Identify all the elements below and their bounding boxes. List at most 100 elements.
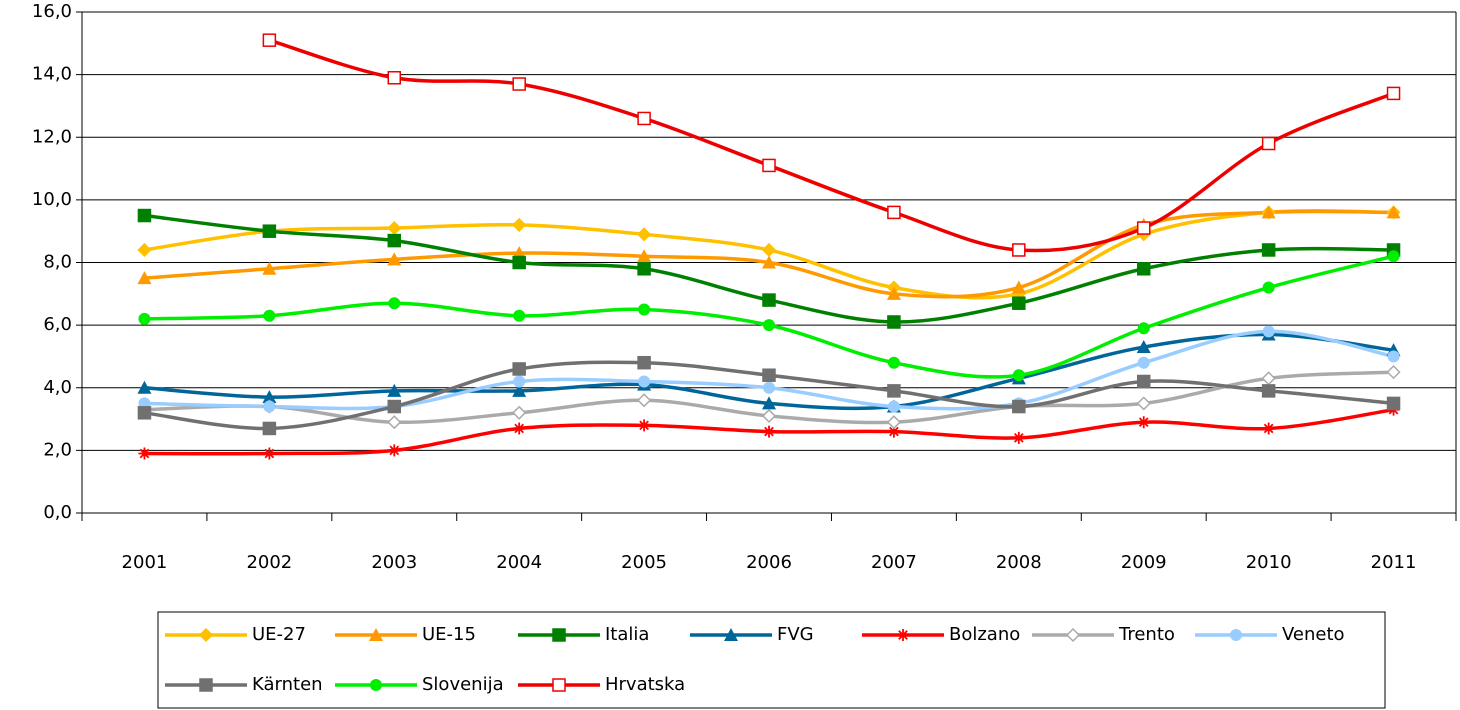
data-point (887, 400, 900, 413)
legend-marker (370, 679, 382, 691)
data-point (513, 375, 526, 388)
x-tick-label: 2003 (371, 552, 417, 573)
data-point (137, 242, 152, 258)
data-point (513, 422, 526, 435)
data-point (887, 205, 901, 220)
data-point (1012, 296, 1026, 310)
x-tick-label: 2007 (871, 552, 917, 573)
data-point (262, 421, 277, 436)
data-point (1137, 322, 1150, 335)
y-tick-label: 4,0 (43, 377, 72, 398)
legend-label: Kärnten (252, 674, 323, 695)
legend-box (157, 611, 1386, 709)
y-tick-label: 16,0 (32, 1, 72, 22)
data-point (262, 33, 277, 47)
data-point (763, 319, 775, 332)
data-point (1261, 371, 1276, 386)
data-point (387, 383, 402, 397)
data-point (1012, 431, 1025, 444)
data-point (1137, 356, 1150, 369)
legend-item: UE-27 (165, 624, 306, 645)
legend-marker (897, 629, 909, 641)
data-point (1012, 399, 1026, 414)
data-point (1261, 243, 1276, 257)
data-point (762, 255, 776, 269)
data-point (1386, 365, 1401, 380)
data-point (1136, 340, 1151, 354)
legend-label: Bolzano (949, 624, 1020, 645)
x-tick-label: 2002 (246, 552, 292, 573)
data-point (1262, 422, 1275, 435)
legend-label: Slovenija (422, 674, 504, 695)
y-tick-label: 6,0 (43, 314, 72, 335)
data-point (1137, 416, 1150, 429)
legend-item: Veneto (1195, 624, 1345, 645)
y-tick-label: 12,0 (32, 126, 72, 147)
x-tick-label: 2004 (496, 552, 542, 573)
y-tick-label: 0,0 (43, 502, 72, 523)
x-tick-label: 2008 (996, 552, 1042, 573)
y-tick-label: 14,0 (32, 64, 72, 85)
legend-item: UE-15 (335, 624, 476, 645)
data-point (512, 217, 527, 232)
legend-marker (552, 678, 566, 692)
data-point (1386, 86, 1401, 101)
legend-label: Italia (605, 624, 649, 645)
data-point (387, 252, 402, 266)
data-point (137, 406, 152, 420)
legend-label: UE-15 (422, 624, 476, 645)
data-point (1136, 396, 1151, 411)
y-tick-label: 10,0 (32, 189, 72, 210)
legend-label: Trento (1118, 624, 1175, 645)
data-point (1261, 136, 1276, 151)
data-point (1262, 281, 1275, 294)
data-point (887, 425, 900, 438)
data-point (1387, 250, 1400, 263)
x-tick-label: 2005 (621, 552, 667, 573)
data-point (762, 293, 776, 307)
data-point (1011, 280, 1026, 294)
data-point (388, 297, 401, 310)
legend-marker (369, 628, 383, 641)
data-point (637, 111, 651, 126)
legend-marker (199, 678, 213, 692)
data-point (387, 220, 402, 236)
legend-item: Slovenija (335, 674, 504, 695)
y-tick-label: 8,0 (43, 252, 72, 273)
data-point (1012, 243, 1026, 257)
data-point (762, 396, 776, 410)
legend-item: Bolzano (862, 624, 1020, 645)
data-point (637, 393, 652, 408)
data-point (1261, 205, 1276, 219)
data-point (1262, 325, 1275, 338)
data-point (762, 158, 776, 173)
data-point (137, 271, 152, 285)
series-line (144, 254, 1394, 379)
data-point (388, 444, 401, 457)
x-tick-label: 2009 (1121, 552, 1167, 573)
data-point (387, 399, 402, 414)
legend-item: Kärnten (165, 674, 323, 695)
data-point (638, 419, 651, 432)
data-point (887, 315, 901, 329)
legend-item: Italia (518, 624, 649, 645)
data-point (262, 261, 277, 275)
legend-item: FVG (690, 624, 814, 645)
legend-marker (724, 628, 738, 641)
data-point (512, 362, 526, 376)
data-point (638, 303, 651, 316)
data-point (763, 381, 775, 394)
data-point (886, 415, 901, 430)
data-point (1136, 374, 1151, 389)
legend-item: Hrvatska (518, 674, 685, 695)
data-point (1261, 384, 1276, 398)
legend-marker (198, 627, 214, 643)
data-point (638, 375, 651, 388)
data-point (137, 380, 152, 394)
data-point (513, 309, 526, 322)
x-tick-label: 2011 (1371, 552, 1417, 573)
data-point (387, 233, 402, 248)
data-point (138, 447, 151, 460)
x-tick-label: 2006 (746, 552, 792, 573)
data-point (637, 262, 651, 276)
